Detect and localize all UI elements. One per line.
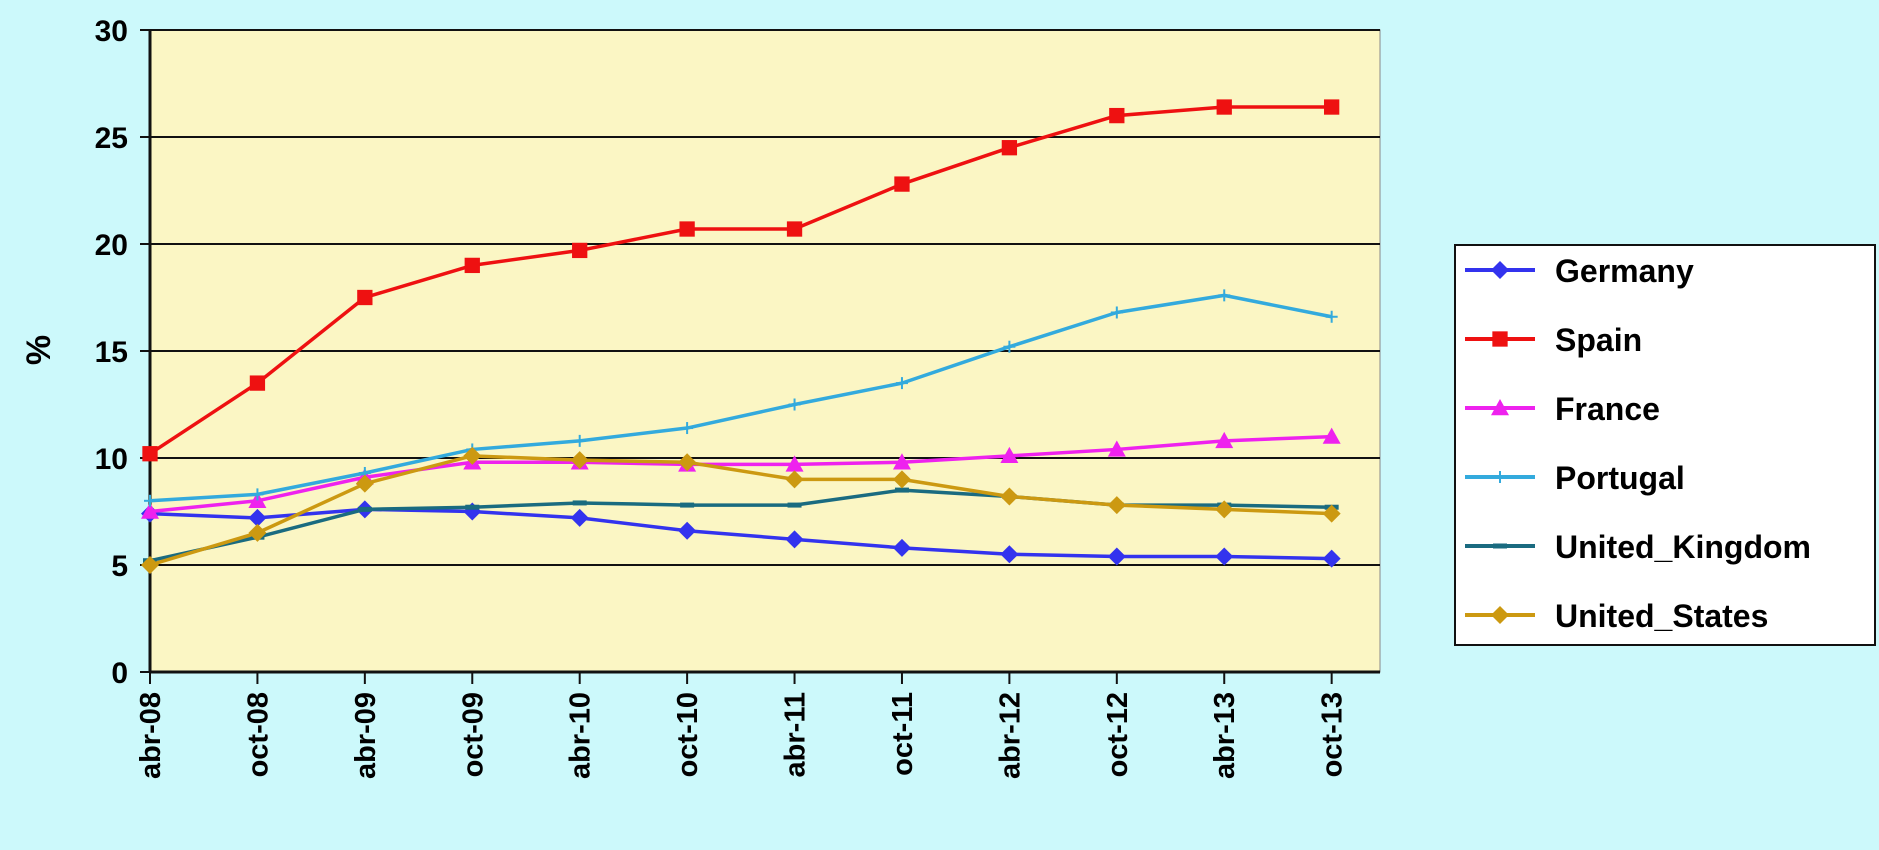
data-point-united-states — [1000, 487, 1019, 506]
data-point-portugal — [681, 422, 694, 435]
series-spain — [142, 99, 1340, 462]
data-point-united-states — [355, 474, 374, 493]
data-point-portugal — [251, 488, 264, 501]
data-point-spain — [572, 242, 588, 259]
y-tick-label: 10 — [95, 443, 128, 476]
y-tick-label: 0 — [111, 657, 128, 690]
data-point-germany — [1107, 547, 1126, 566]
legend-marker-portugal — [1494, 471, 1506, 483]
data-point-portugal — [1110, 306, 1123, 319]
series-line-germany — [149, 507, 1332, 561]
legend-marker-france — [1491, 399, 1509, 416]
y-tick-label: 20 — [95, 229, 128, 262]
legend-label-portugal: Portugal — [1555, 460, 1685, 496]
data-point-spain — [249, 375, 266, 391]
x-tick-label: abr-11 — [780, 692, 812, 777]
data-point-united-kingdom — [680, 502, 695, 508]
x-tick-label: abr-13 — [1209, 692, 1241, 779]
data-point-united-states — [1107, 496, 1126, 515]
legend-label-united-states: United_States — [1555, 598, 1768, 634]
legend-label-spain: Spain — [1555, 322, 1642, 358]
data-point-united-states — [141, 556, 159, 574]
legend-label-united-kingdom: United_Kingdom — [1555, 529, 1811, 565]
data-point-spain — [1324, 99, 1340, 115]
data-point-spain — [1001, 140, 1018, 156]
series-line-spain — [149, 105, 1332, 456]
x-tick-label: abr-12 — [994, 692, 1026, 779]
series-line-united-states — [149, 454, 1332, 567]
data-point-spain — [786, 221, 803, 237]
data-point-united-states — [1322, 504, 1341, 523]
x-tick-label: abr-09 — [350, 692, 382, 779]
data-point-spain — [679, 221, 695, 237]
data-point-spain — [357, 289, 373, 306]
x-tick-label: oct-12 — [1102, 692, 1134, 777]
data-point-france — [785, 455, 804, 472]
data-point-france — [1322, 427, 1341, 444]
x-tick-label: oct-13 — [1317, 692, 1349, 777]
data-point-portugal — [144, 494, 156, 507]
legend-marker-germany — [1491, 261, 1509, 279]
data-point-united-kingdom — [465, 504, 480, 510]
data-point-portugal — [1218, 289, 1231, 302]
data-point-france — [141, 502, 159, 519]
legend-label-france: France — [1555, 391, 1660, 427]
data-point-germany — [1000, 545, 1019, 564]
data-point-portugal — [788, 398, 801, 411]
y-tick-label: 25 — [95, 122, 128, 155]
data-point-germany — [892, 538, 911, 557]
data-point-germany — [785, 530, 804, 549]
data-point-united-kingdom — [572, 500, 587, 506]
data-point-spain — [464, 257, 480, 274]
data-point-germany — [248, 508, 267, 527]
data-point-france — [1215, 431, 1234, 449]
data-point-germany — [1215, 547, 1234, 566]
data-point-portugal — [1003, 340, 1016, 353]
data-point-germany — [678, 521, 697, 540]
data-point-united-states — [248, 523, 267, 542]
series-france — [141, 427, 1341, 519]
x-tick-label: oct-08 — [242, 692, 274, 777]
y-tick-label: 15 — [95, 336, 128, 369]
x-tick-label: oct-10 — [672, 692, 704, 777]
y-tick-label: 5 — [111, 550, 128, 583]
legend-label-germany: Germany — [1555, 253, 1694, 289]
data-point-france — [892, 453, 911, 470]
data-point-spain — [1216, 99, 1232, 115]
legend-marker-spain — [1492, 331, 1508, 347]
x-tick-label: abr-08 — [135, 692, 167, 779]
data-point-united-states — [570, 451, 589, 470]
data-point-france — [1000, 446, 1019, 464]
legend-marker-united-kingdom — [1493, 543, 1507, 549]
data-point-united-kingdom — [894, 487, 909, 493]
data-point-united-states — [892, 470, 911, 489]
data-point-portugal — [1325, 310, 1338, 323]
data-point-france — [1107, 440, 1126, 457]
data-point-spain — [894, 176, 910, 192]
y-tick-label: 30 — [95, 15, 128, 48]
x-tick-label: oct-11 — [887, 692, 919, 776]
data-point-united-states — [463, 446, 482, 465]
legend-box — [1454, 244, 1876, 646]
series-united-states — [141, 446, 1341, 574]
series-line-portugal — [149, 293, 1333, 503]
data-point-germany — [570, 508, 589, 527]
data-point-portugal — [573, 434, 586, 447]
data-point-united-kingdom — [787, 502, 802, 508]
data-point-united-states — [1215, 500, 1234, 519]
legend-marker-united-states — [1491, 606, 1509, 624]
data-point-portugal — [895, 377, 908, 390]
data-point-united-kingdom — [357, 506, 372, 512]
x-tick-label: oct-09 — [457, 692, 489, 777]
series-line-france — [149, 434, 1332, 514]
data-point-germany — [1322, 549, 1341, 568]
x-tick-label: abr-10 — [565, 692, 597, 779]
y-axis-label: % — [20, 335, 58, 365]
data-point-spain — [1109, 107, 1125, 124]
data-point-united-states — [678, 453, 697, 472]
data-point-spain — [142, 446, 158, 462]
data-point-united-states — [785, 470, 804, 489]
